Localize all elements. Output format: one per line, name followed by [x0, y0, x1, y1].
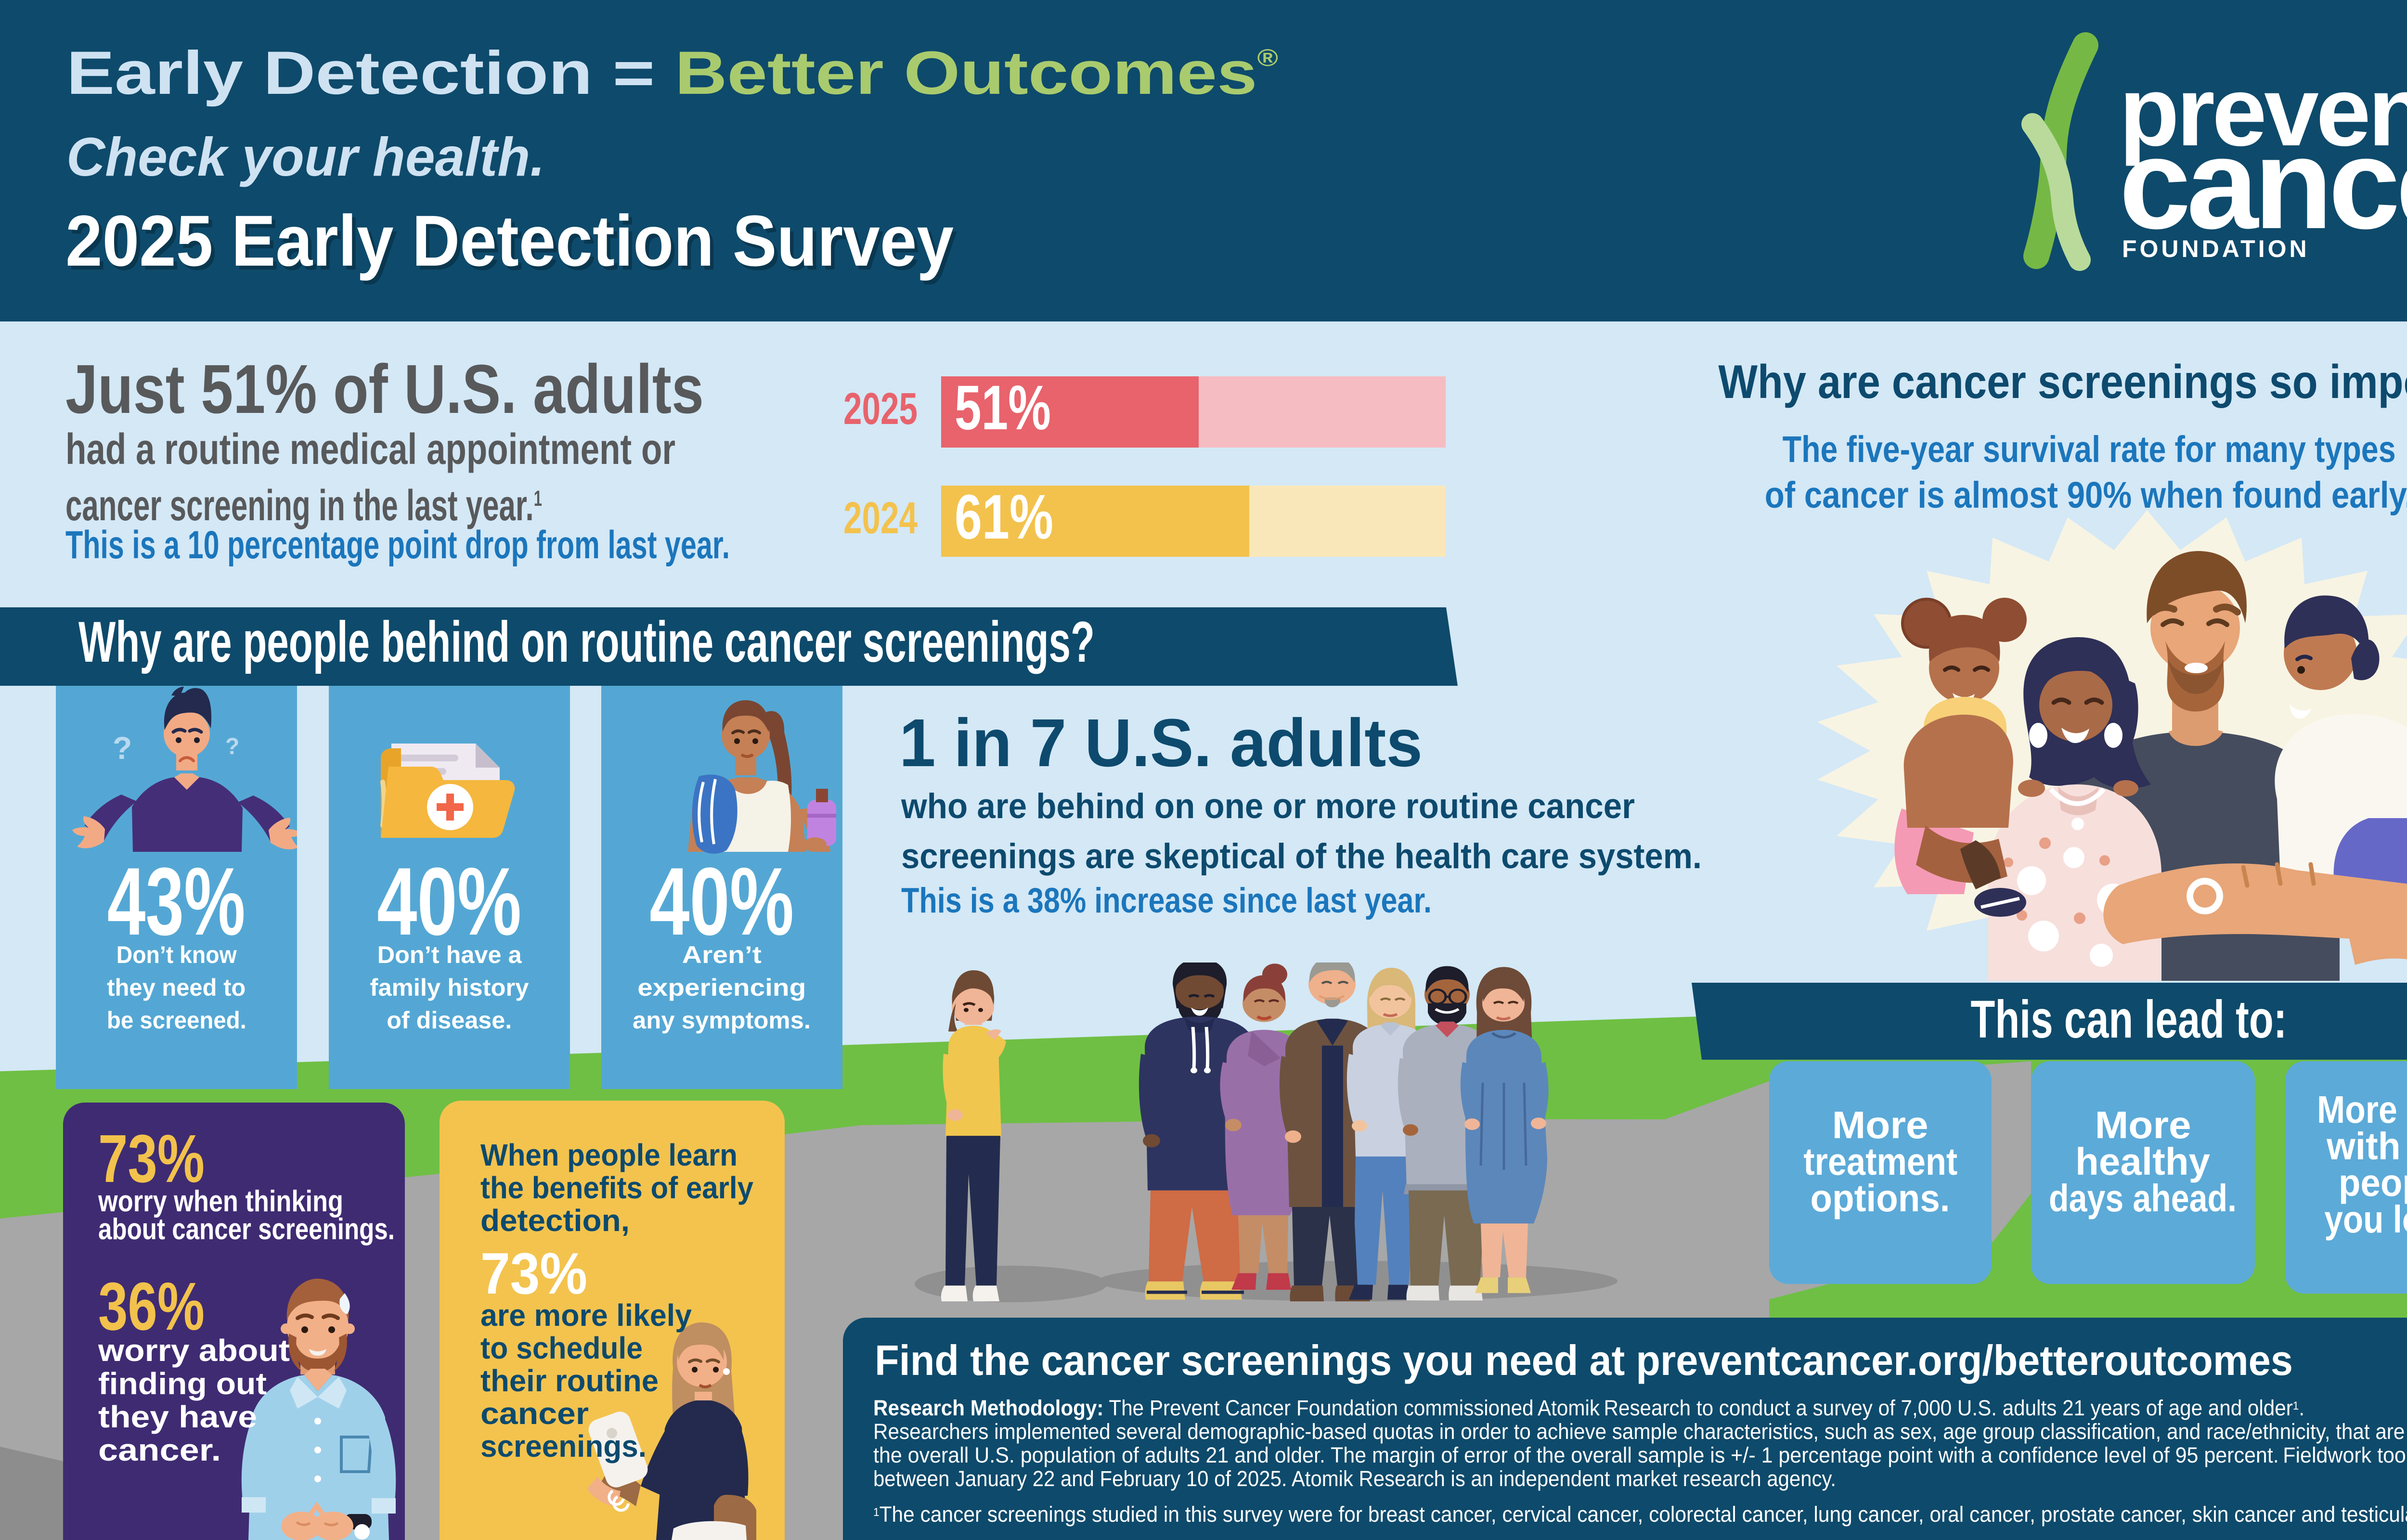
svg-text:FOUNDATION: FOUNDATION [2122, 235, 2310, 262]
svg-text:?: ? [225, 734, 239, 759]
svg-text:cancer: cancer [2119, 111, 2407, 256]
svg-text:?: ? [113, 730, 132, 766]
svg-text:prevent: prevent [2119, 56, 2407, 167]
